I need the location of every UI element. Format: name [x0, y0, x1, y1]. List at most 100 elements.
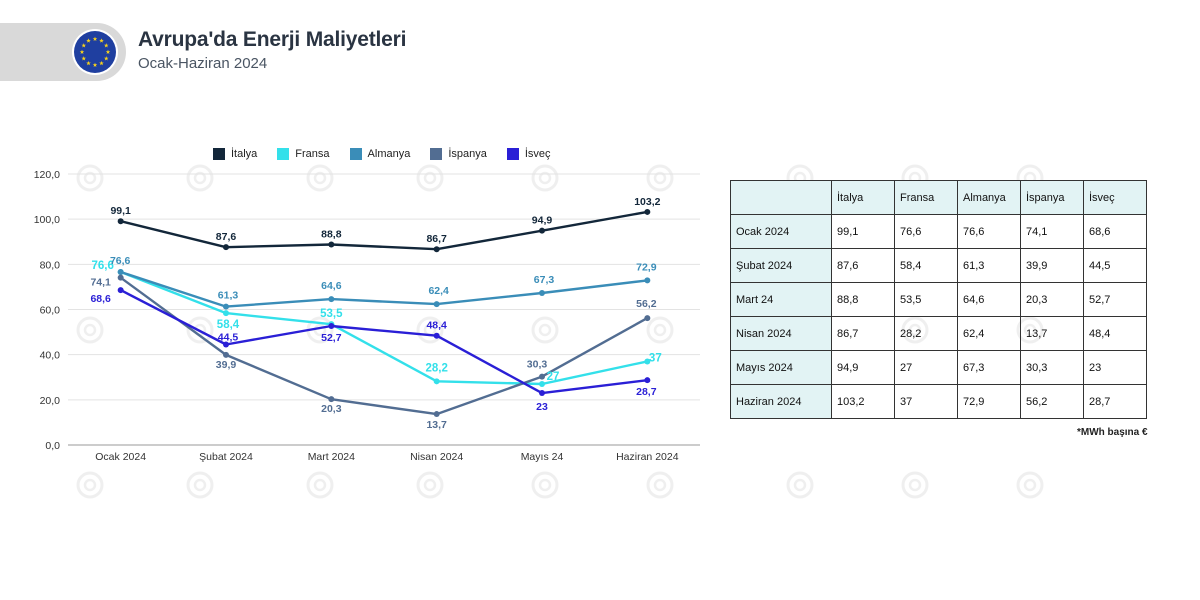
data-point-italya [117, 218, 124, 225]
data-label-isvec: 68,6 [90, 293, 111, 305]
data-point-almanya [433, 301, 440, 308]
eu-star-icon [86, 38, 91, 43]
table-cell: 56,2 [1020, 384, 1084, 419]
data-point-italya [223, 244, 229, 251]
data-point-italya [433, 246, 440, 253]
x-tick-label: Nisan 2024 [410, 451, 463, 463]
table-row-label: Nisan 2024 [730, 316, 832, 351]
data-point-ispanya [539, 373, 545, 380]
data-label-italya: 87,6 [216, 231, 237, 243]
y-tick-label: 100,0 [34, 214, 60, 226]
data-label-almanya: 67,3 [534, 274, 555, 286]
table-cell: 103,2 [831, 384, 895, 419]
series-line-fransa [120, 270, 648, 386]
table-row: Şubat 2024 87,6 58,4 61,3 39,9 44,5 [730, 248, 1147, 283]
legend-swatch [213, 148, 225, 160]
table-cell: 64,6 [957, 282, 1021, 317]
x-tick-label: Şubat 2024 [199, 451, 253, 463]
table-cell: 67,3 [957, 350, 1021, 385]
data-point-almanya [539, 290, 545, 297]
data-point-italya [644, 208, 651, 215]
data-point-italya [328, 241, 335, 248]
table-cell: 20,3 [1020, 282, 1084, 317]
table-row: Ocak 2024 99,1 76,6 76,6 74,1 68,6 [730, 214, 1147, 249]
legend-label: Fransa [295, 148, 330, 160]
table-header-cell: İspanya [1020, 180, 1084, 215]
table-cell: 52,7 [1083, 282, 1147, 317]
eu-star-icon [81, 56, 87, 61]
table-cell: 13,7 [1020, 316, 1084, 351]
data-point-almanya [117, 269, 124, 276]
data-point-ispanya [433, 411, 440, 418]
table-header-cell: İsveç [1083, 180, 1147, 215]
eu-star-icon [81, 43, 87, 48]
y-tick-label: 40,0 [40, 350, 61, 362]
table-cell: 30,3 [1020, 350, 1084, 385]
y-tick-label: 80,0 [40, 259, 61, 271]
data-point-ispanya [117, 274, 124, 281]
x-tick-label: Mart 2024 [308, 451, 355, 463]
data-point-italya [539, 227, 545, 234]
data-point-fransa [433, 378, 440, 385]
table-header-cell: Almanya [957, 180, 1021, 215]
data-point-isvec [539, 390, 545, 397]
data-point-isvec [117, 287, 124, 294]
table-cell: 61,3 [957, 248, 1021, 283]
data-label-italya: 86,7 [426, 233, 447, 245]
table-header-row: İtalya Fransa Almanya İspanya İsveç [730, 180, 1147, 215]
data-point-isvec [328, 322, 335, 329]
table-cell: 72,9 [957, 384, 1021, 419]
data-label-almanya: 61,3 [218, 290, 239, 302]
data-label-italya: 88,8 [321, 228, 342, 240]
data-point-fransa [539, 381, 545, 388]
table-cell: 86,7 [831, 316, 895, 351]
table-cell: 48,4 [1083, 316, 1147, 351]
data-label-fransa: 28,2 [425, 362, 447, 374]
data-point-isvec [223, 341, 229, 348]
data-point-ispanya [223, 351, 229, 358]
data-label-almanya: 62,4 [428, 285, 449, 297]
legend-swatch [430, 148, 443, 160]
legend-item-almanya: Almanya [349, 148, 410, 160]
eu-flag-icon [74, 31, 116, 73]
eu-star-icon [92, 62, 98, 67]
data-label-isvec: 28,7 [636, 386, 657, 398]
table-row: Haziran 2024 103,2 37 72,9 56,2 28,7 [730, 384, 1147, 419]
y-tick-label: 20,0 [40, 395, 61, 407]
data-label-italya: 103,2 [634, 196, 660, 208]
data-point-isvec [644, 377, 651, 384]
page-subtitle: Ocak-Haziran 2024 [138, 55, 268, 72]
series-line-italya [120, 210, 648, 251]
eu-star-icon [103, 43, 109, 48]
table-cell: 94,9 [831, 350, 895, 385]
data-label-almanya: 64,6 [321, 280, 342, 292]
table-cell: 37 [894, 384, 958, 419]
table-cell: 28,7 [1083, 384, 1147, 419]
table-cell: 87,6 [831, 248, 895, 283]
data-label-ispanya: 20,3 [321, 403, 342, 415]
data-label-ispanya: 39,9 [216, 359, 237, 371]
eu-star-icon [86, 60, 91, 66]
eu-star-icon [99, 60, 104, 66]
data-table: İtalya Fransa Almanya İspanya İsveç Ocak 202… [730, 180, 1147, 419]
data-label-fransa: 27 [547, 371, 560, 383]
eu-star-icon [103, 56, 109, 61]
data-label-ispanya: 56,2 [636, 298, 657, 310]
legend-item-italya: İtalya [213, 148, 257, 160]
data-label-almanya: 72,9 [636, 261, 657, 273]
line-chart: 0,0 20,0 40,0 60,0 80,0 100,0 120,0 Ocak 2024 Ş… [34, 169, 700, 463]
data-point-fransa [644, 358, 651, 365]
watermark-logo-icon [901, 471, 929, 499]
table-cell: 74,1 [1020, 214, 1084, 249]
watermark-logo-icon [1016, 471, 1044, 499]
data-label-isvec: 23 [536, 401, 548, 413]
data-label-fransa: 58,4 [217, 319, 240, 331]
series-line-almanya [120, 270, 648, 308]
table-cell: 39,9 [1020, 248, 1084, 283]
data-label-italya: 99,1 [110, 205, 131, 217]
table-cell: 23 [1083, 350, 1147, 385]
y-tick-label: 0,0 [45, 440, 60, 452]
series-line-ispanya [119, 276, 648, 416]
table-row-label: Haziran 2024 [730, 384, 832, 419]
y-tick-label: 120,0 [34, 169, 60, 181]
